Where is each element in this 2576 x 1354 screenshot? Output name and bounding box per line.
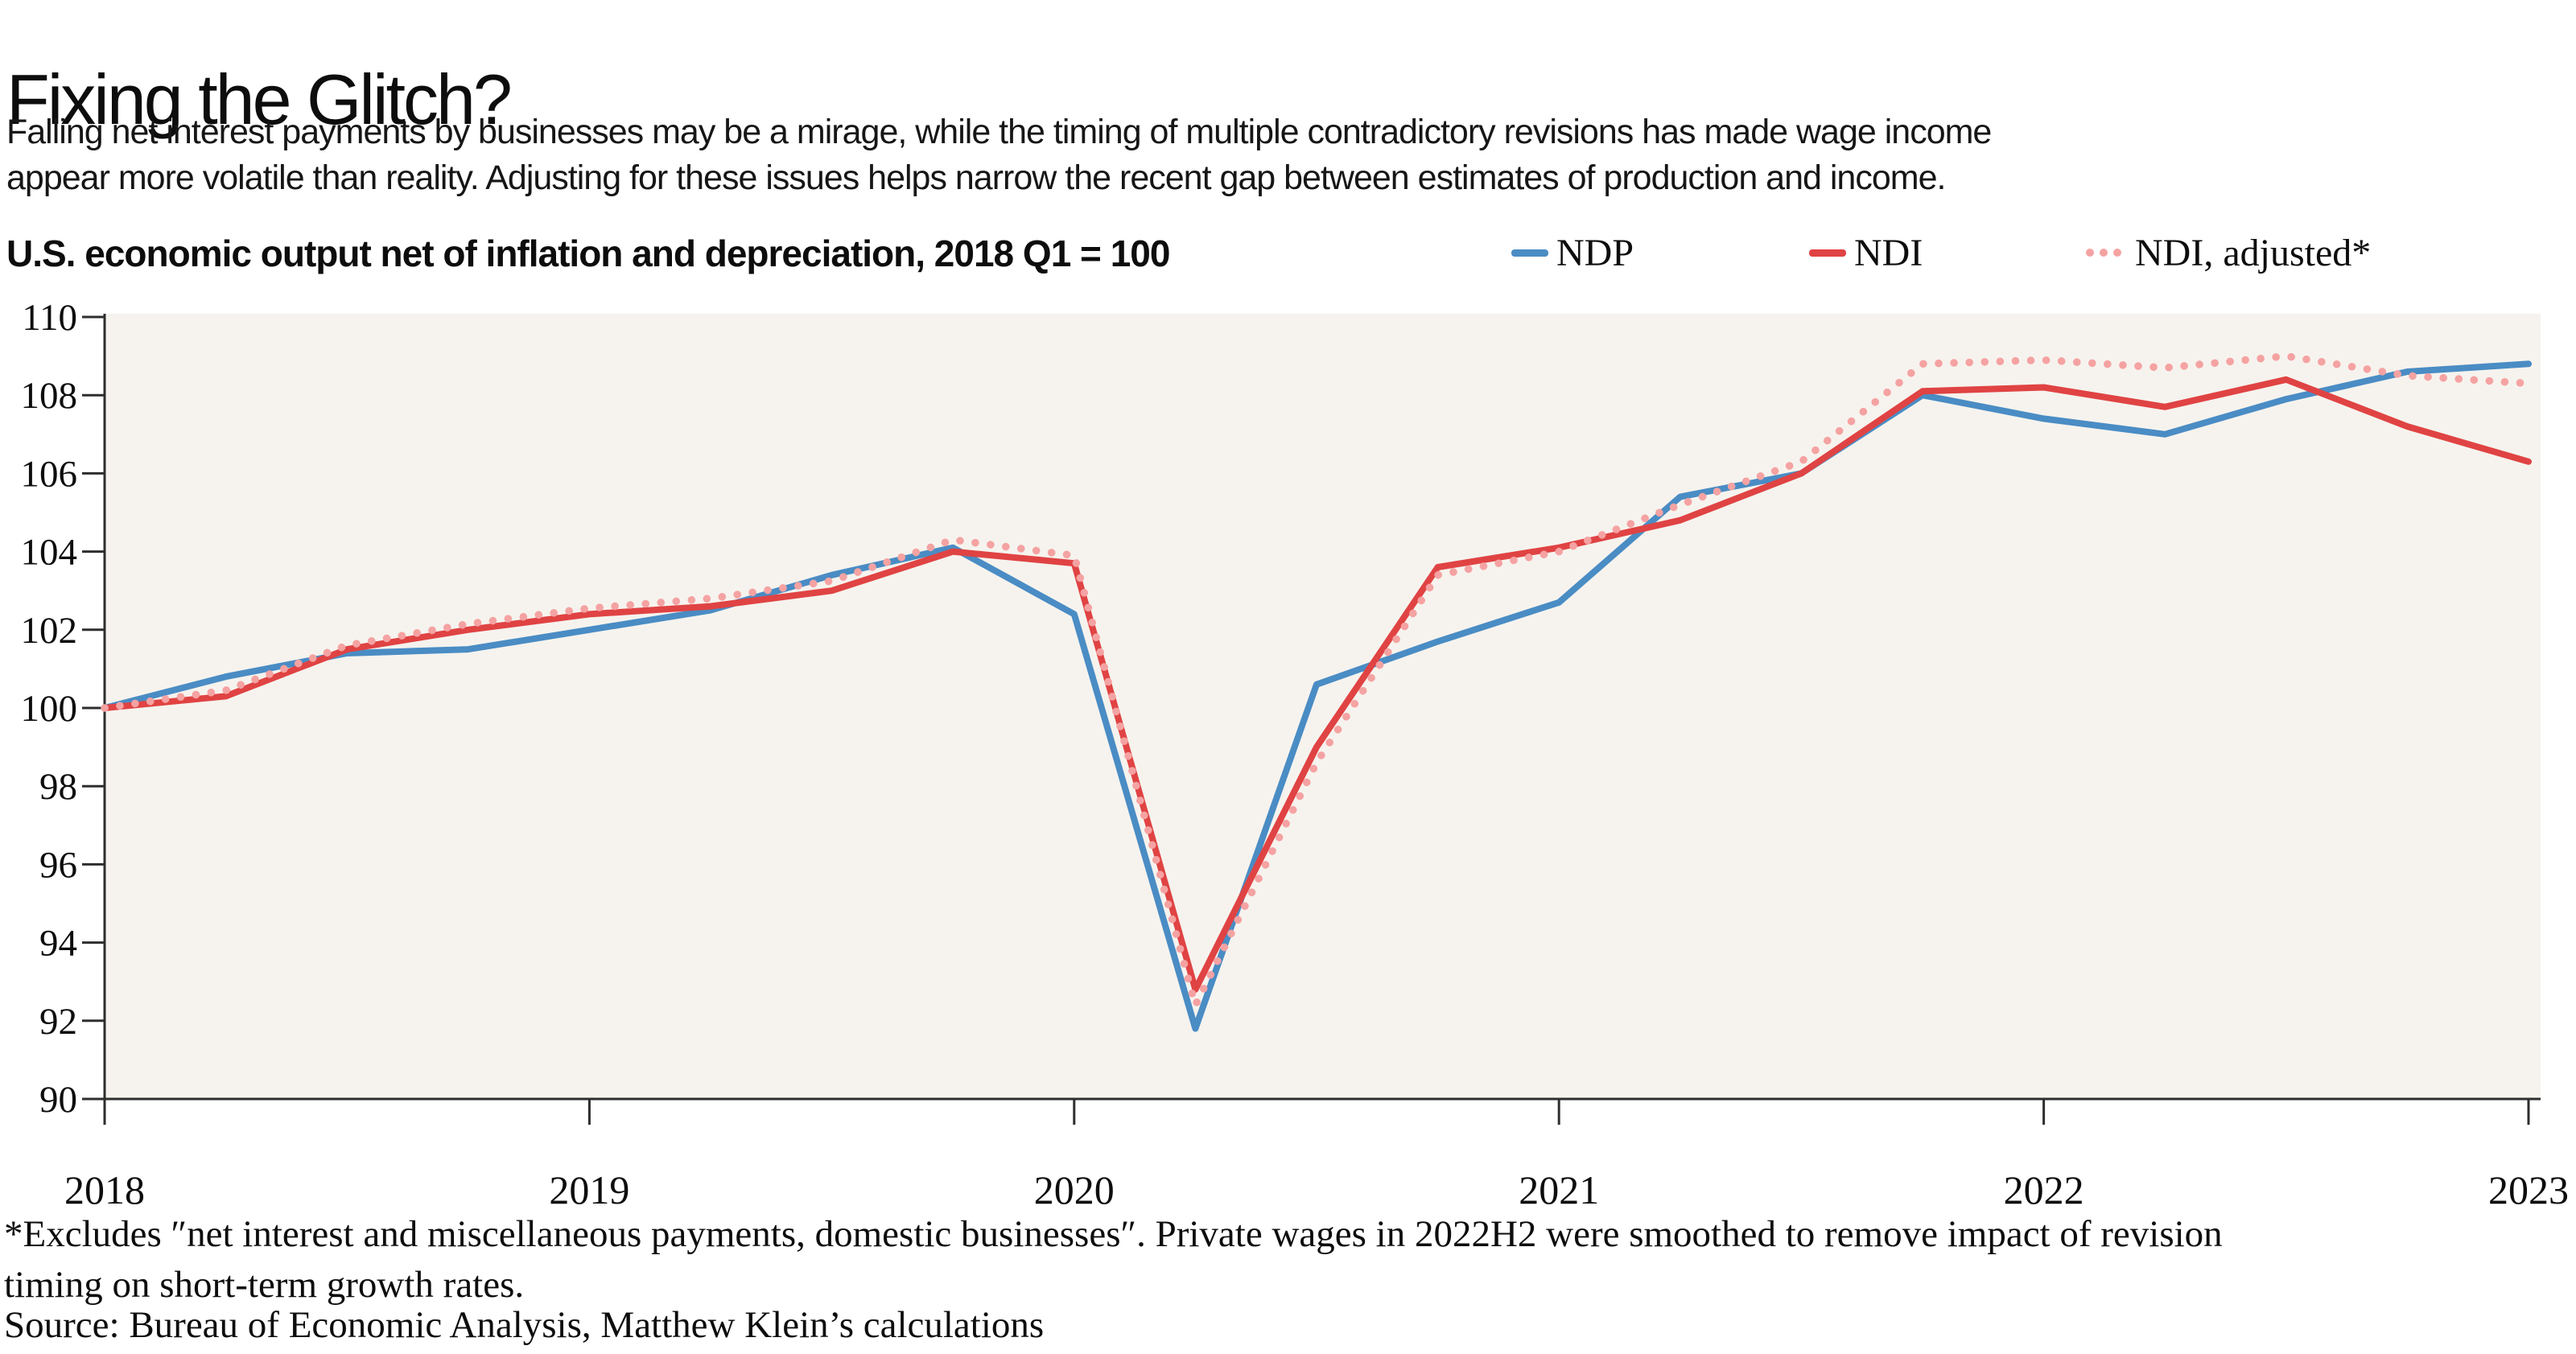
page-title: Fixing the Glitch? — [6, 59, 513, 139]
footnote-line-2: timing on short-term growth rates. — [4, 1264, 525, 1306]
footnote-line-1: *Excludes ″net interest and miscellaneou… — [4, 1213, 2223, 1255]
y-axis-label: 106 — [21, 453, 78, 495]
y-axis-label: 102 — [21, 610, 78, 652]
y-axis-label: 108 — [21, 375, 78, 417]
series-line-ndp — [101, 360, 2532, 1032]
series-line-ndi — [101, 376, 2532, 993]
ndi-adjusted-dotted-swatch-icon — [2086, 249, 2127, 257]
subtitle-line-1: Falling net interest payments by busines… — [6, 113, 1992, 151]
x-axis-label: 2022 — [2004, 1167, 2084, 1212]
legend-item-ndi-adjusted: NDI, adjusted* — [2086, 232, 2371, 274]
ndi-line-swatch-icon — [1809, 249, 1846, 257]
x-axis-label: 2020 — [1034, 1167, 1115, 1212]
legend-label-ndp: NDP — [1556, 231, 1634, 274]
y-axis-label: 96 — [39, 844, 77, 886]
y-axis-label: 110 — [22, 297, 77, 339]
subtitle-line-2: appear more volatile than reality. Adjus… — [6, 158, 1946, 197]
legend-item-ndi: NDI — [1809, 232, 1923, 274]
legend-item-ndp: NDP — [1511, 232, 1634, 274]
source-credit: Source: Bureau of Economic Analysis, Mat… — [4, 1304, 1045, 1346]
y-axis-label: 94 — [39, 923, 77, 965]
y-axis-label: 100 — [21, 688, 78, 730]
x-axis-label: 2018 — [64, 1167, 145, 1212]
y-axis-label: 92 — [39, 1001, 77, 1043]
y-axis-label: 90 — [39, 1079, 77, 1121]
ndp-line-swatch-icon — [1511, 249, 1548, 257]
chart-title: U.S. economic output net of inflation an… — [6, 233, 1170, 274]
series-line-ndi-adjusted — [101, 352, 2533, 1010]
y-axis-label: 98 — [39, 766, 77, 808]
chart-subtitle: Falling net interest payments by busines… — [6, 109, 2557, 201]
legend-label-ndi: NDI — [1854, 231, 1923, 274]
legend-label-ndi-adjusted: NDI, adjusted* — [2135, 231, 2372, 274]
plot-area — [105, 314, 2541, 1099]
chart-footnote: *Excludes ″net interest and miscellaneou… — [4, 1209, 2571, 1311]
y-axis-label: 104 — [21, 532, 78, 574]
x-axis-label: 2019 — [549, 1167, 629, 1212]
x-axis-label: 2023 — [2488, 1167, 2569, 1212]
x-axis-label: 2021 — [1519, 1167, 1599, 1212]
